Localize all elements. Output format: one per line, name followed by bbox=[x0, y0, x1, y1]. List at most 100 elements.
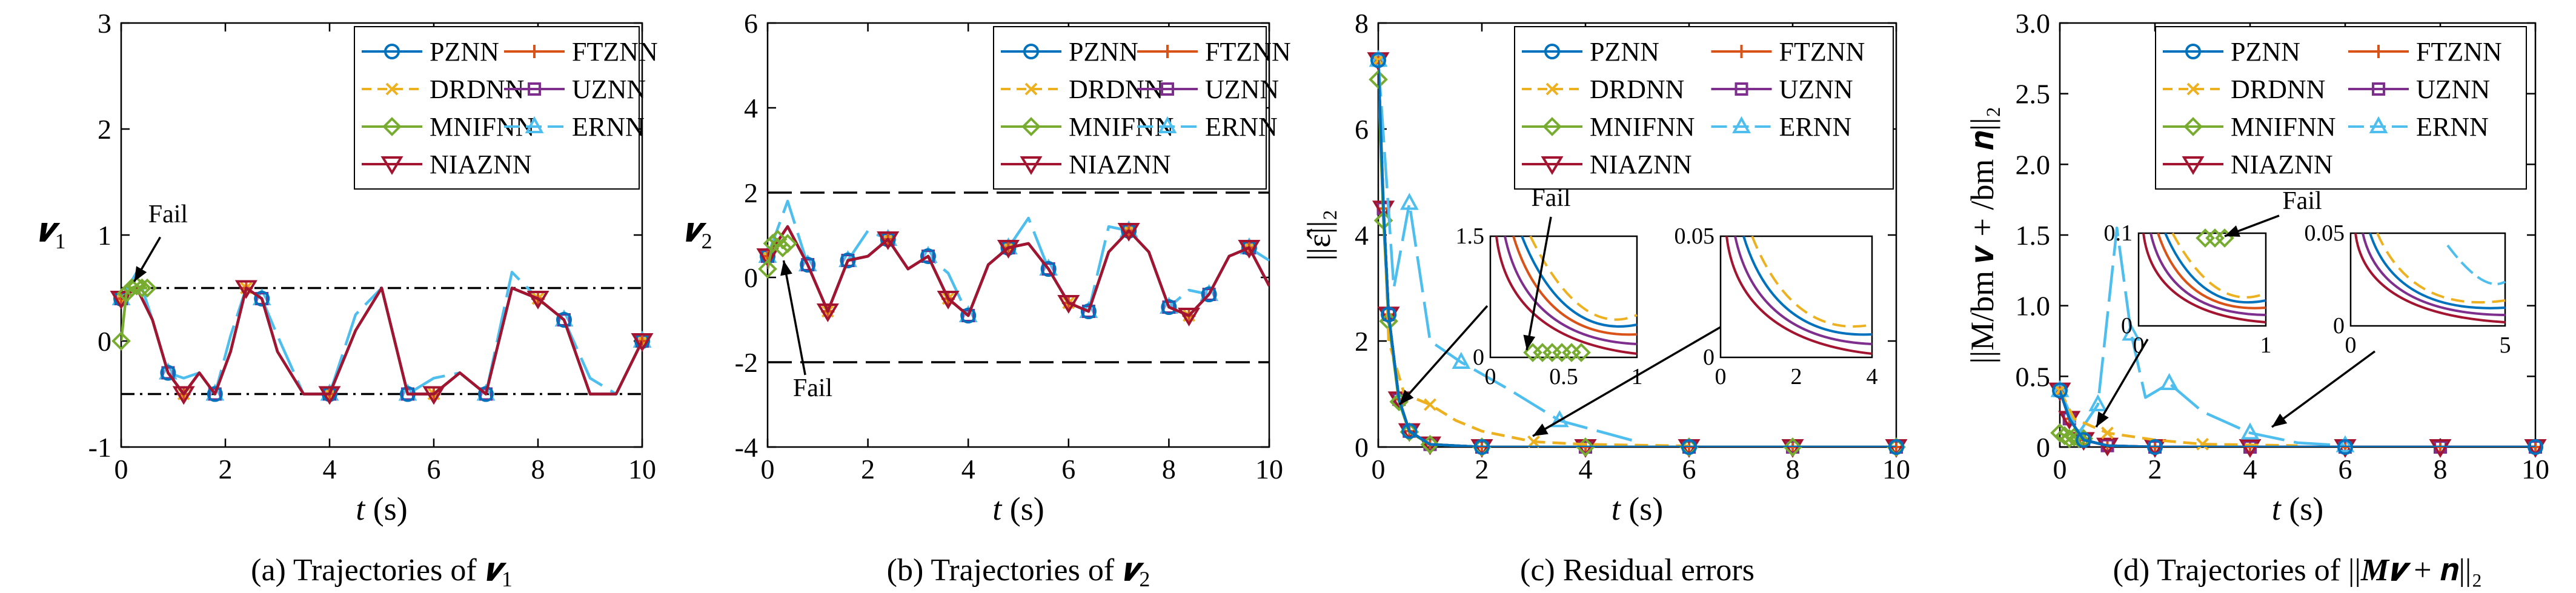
x-tick-label: 4 bbox=[2243, 454, 2257, 485]
series-marker-drdnn bbox=[1372, 53, 1385, 67]
series-marker-mnifnn bbox=[2050, 423, 2070, 443]
series-marker-pznn bbox=[1201, 287, 1217, 302]
inset-y-tick-label: 1.5 bbox=[1456, 224, 1485, 249]
series-marker-niaznn bbox=[997, 240, 1020, 259]
y-tick-label: 6 bbox=[1355, 114, 1369, 145]
x-tick-label: 2 bbox=[861, 454, 875, 485]
series-marker-niaznn bbox=[756, 248, 779, 267]
series-marker-pznn bbox=[1401, 423, 1418, 439]
legend-label-drdnn: DRDNN bbox=[2231, 75, 2325, 104]
caption-part: 1 bbox=[502, 567, 513, 591]
series-marker-niaznn bbox=[877, 231, 900, 250]
series-marker-niaznn bbox=[1238, 240, 1261, 259]
legend-label-ernn: ERNN bbox=[1205, 112, 1278, 142]
legend-label-ernn: ERNN bbox=[1779, 112, 1852, 142]
series-marker-drdnn bbox=[2196, 437, 2209, 451]
series-line-pznn bbox=[121, 287, 642, 396]
caption-part: (a) Trajectories of bbox=[251, 553, 485, 588]
series-line-niaznn bbox=[2060, 389, 2535, 447]
inset-curve-ftznn bbox=[2157, 233, 2266, 310]
x-axis-label-var: t bbox=[2272, 491, 2282, 527]
series-marker-ernn bbox=[2335, 435, 2355, 452]
legend-label-uznn: UZNN bbox=[572, 75, 646, 104]
x-tick-label: 8 bbox=[531, 454, 545, 485]
legend-label-mnifnn: MNIFNN bbox=[2231, 112, 2336, 142]
series-marker-niaznn bbox=[631, 333, 654, 352]
inset-frame bbox=[2137, 232, 2267, 327]
y-tick-label: 0 bbox=[98, 326, 111, 357]
legend-label-ftznn: FTZNN bbox=[1205, 37, 1291, 67]
x-axis-label: t (s) bbox=[2272, 491, 2324, 527]
fail-arrow-head bbox=[134, 266, 147, 282]
series-line-uznn bbox=[2060, 389, 2535, 447]
legend-marker-ftznn bbox=[1161, 45, 1174, 58]
series-line-pznn bbox=[1378, 60, 1896, 447]
inset-y-tick-label: 0.05 bbox=[1675, 224, 1715, 249]
inset-pointer-arrow-head bbox=[2096, 411, 2109, 427]
inset-pointer-arrow bbox=[2095, 339, 2149, 428]
inset-pointer-arrow-head bbox=[2272, 413, 2288, 427]
legend-label-ftznn: FTZNN bbox=[1779, 37, 1865, 67]
series-line-ernn bbox=[2060, 227, 2346, 447]
x-tick-label: 2 bbox=[219, 454, 233, 485]
caption-part: (b) Trajectories of bbox=[887, 553, 1122, 588]
legend-label-uznn: UZNN bbox=[2416, 75, 2490, 104]
series-marker-niaznn bbox=[172, 386, 195, 405]
legend-label-mnifnn: MNIFNN bbox=[1069, 112, 1174, 142]
series-marker-drdnn bbox=[2053, 384, 2066, 397]
inset-curve-pznn bbox=[2164, 233, 2266, 304]
series-marker-pznn bbox=[960, 308, 977, 323]
legend-marker-uznn bbox=[1734, 82, 1748, 96]
legend-label-uznn: UZNN bbox=[1779, 75, 1853, 104]
series-marker-niaznn bbox=[422, 386, 445, 405]
legend-marker-mnifnn bbox=[1542, 117, 1562, 136]
inset-y-tick-label: 0 bbox=[1473, 345, 1484, 370]
x-axis-label-unit: (s) bbox=[2281, 491, 2323, 527]
x-tick-label: 4 bbox=[323, 454, 337, 485]
legend-label-ernn: ERNN bbox=[572, 112, 645, 142]
legend-marker-uznn bbox=[1161, 82, 1174, 96]
series-marker-pznn bbox=[1474, 439, 1490, 455]
legend-marker-drdnn bbox=[385, 82, 399, 96]
series-line-ftznn bbox=[121, 287, 642, 396]
x-tick-label: 0 bbox=[2053, 454, 2067, 485]
legend-marker-ftznn bbox=[2372, 45, 2385, 58]
inset-curve-uznn bbox=[1504, 236, 1638, 345]
series-marker-niaznn bbox=[234, 280, 257, 299]
x-axis-label-var: t bbox=[1612, 491, 1622, 527]
legend-label-pznn: PZNN bbox=[430, 37, 499, 67]
y-axis-label: 𝒗1 bbox=[37, 212, 65, 253]
series-marker-pznn bbox=[920, 248, 936, 264]
y-tick-label: 2 bbox=[98, 114, 111, 145]
y-axis-label-sub: 1 bbox=[55, 229, 66, 253]
x-tick-label: 10 bbox=[2521, 454, 2549, 485]
series-marker-pznn bbox=[2147, 439, 2163, 455]
series-marker-ernn bbox=[2240, 422, 2260, 440]
legend-marker-drdnn bbox=[1024, 82, 1038, 96]
inset-curve-ernn bbox=[2446, 244, 2506, 285]
series-marker-pznn bbox=[160, 365, 176, 381]
inset-marker-mnifnn bbox=[1572, 343, 1591, 362]
panel-caption: (d) Trajectories of ||M𝒗 + 𝒏||₂ bbox=[2113, 553, 2483, 588]
x-axis-label-var: t bbox=[992, 491, 1003, 527]
legend-box bbox=[354, 26, 640, 190]
legend-marker-pznn bbox=[384, 44, 400, 59]
caption-part: (c) Residual errors bbox=[1520, 553, 1754, 588]
caption-part: M𝒗 bbox=[2360, 553, 2411, 588]
legend-label-niaznn: NIAZNN bbox=[430, 150, 532, 179]
series-marker-pznn bbox=[2337, 439, 2353, 455]
legend-marker-pznn bbox=[1544, 44, 1560, 59]
legend-label-uznn: UZNN bbox=[1205, 75, 1279, 104]
x-tick-label: 4 bbox=[1579, 454, 1593, 485]
inset-x-tick-label: 1 bbox=[2260, 333, 2272, 358]
x-axis-label-unit: (s) bbox=[1621, 491, 1663, 527]
series-marker-pznn bbox=[1681, 439, 1697, 455]
y-axis-label: ||M/bm 𝒗 + /bm 𝒏||₂ bbox=[1964, 107, 2000, 364]
y-tick-label: 3.0 bbox=[2016, 8, 2051, 39]
series-line-drdnn bbox=[121, 287, 642, 396]
series-line-ftznn bbox=[2060, 389, 2535, 447]
x-axis-label: t (s) bbox=[992, 491, 1044, 527]
legend-label-drdnn: DRDNN bbox=[1590, 75, 1684, 104]
legend-marker-pznn bbox=[2185, 44, 2201, 59]
